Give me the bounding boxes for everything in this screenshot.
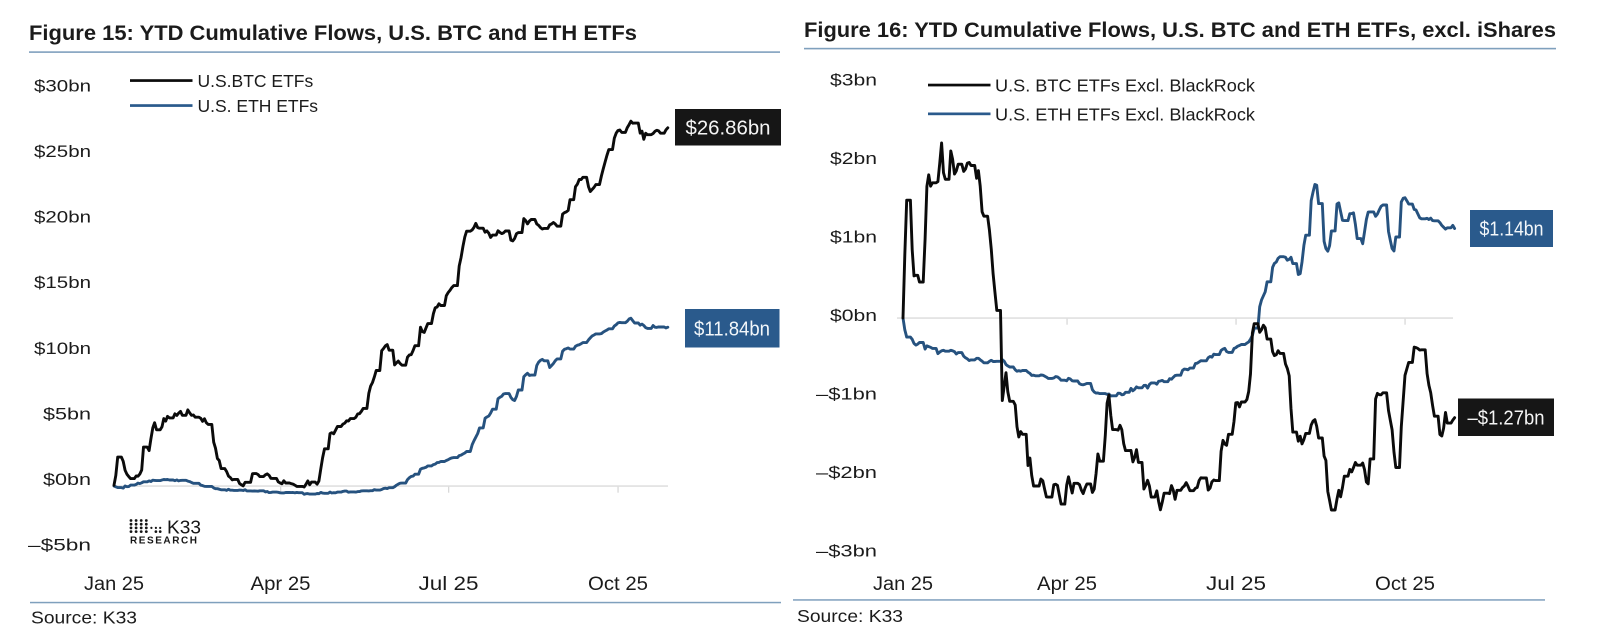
svg-text:–$2bn: –$2bn <box>816 463 877 482</box>
svg-text:Source: K33: Source: K33 <box>31 608 137 628</box>
svg-text:$15bn: $15bn <box>34 273 91 292</box>
svg-text:$3bn: $3bn <box>830 71 877 90</box>
svg-text:Jul 25: Jul 25 <box>419 574 479 595</box>
svg-text:U.S. ETH ETFs Excl. BlackRock: U.S. ETH ETFs Excl. BlackRock <box>995 104 1255 124</box>
svg-text:Jan 25: Jan 25 <box>84 574 144 595</box>
svg-text:$0bn: $0bn <box>43 470 91 489</box>
svg-text:$2bn: $2bn <box>830 149 877 168</box>
svg-text:Apr 25: Apr 25 <box>1037 574 1097 595</box>
svg-text:U.S.BTC ETFs: U.S.BTC ETFs <box>198 71 314 91</box>
svg-text:Oct 25: Oct 25 <box>1375 574 1435 595</box>
svg-text:K33: K33 <box>167 517 201 538</box>
svg-text:Figure 15: YTD Cumulative Flow: Figure 15: YTD Cumulative Flows, U.S. BT… <box>29 22 637 45</box>
svg-text:–$1.27bn: –$1.27bn <box>1468 408 1545 430</box>
svg-text:–$5bn: –$5bn <box>28 536 91 555</box>
svg-text:–$3bn: –$3bn <box>816 542 877 561</box>
svg-text:Source: K33: Source: K33 <box>797 606 903 626</box>
svg-text:–$1bn: –$1bn <box>816 385 877 404</box>
svg-text:$26.86bn: $26.86bn <box>686 118 771 140</box>
svg-text:$25bn: $25bn <box>34 142 91 161</box>
svg-text:Apr 25: Apr 25 <box>251 574 311 595</box>
svg-text:$20bn: $20bn <box>34 208 91 227</box>
svg-text:$0bn: $0bn <box>830 306 877 325</box>
svg-text:$10bn: $10bn <box>34 339 91 358</box>
svg-text:$30bn: $30bn <box>34 76 91 95</box>
svg-text:U.S. ETH ETFs: U.S. ETH ETFs <box>198 96 319 116</box>
svg-text:U.S. BTC ETFs Excl. BlackRock: U.S. BTC ETFs Excl. BlackRock <box>995 76 1255 96</box>
svg-text:Jul 25: Jul 25 <box>1206 574 1266 595</box>
svg-text:RESEARCH: RESEARCH <box>130 536 199 547</box>
svg-text:$1.14bn: $1.14bn <box>1480 219 1544 241</box>
svg-text:Oct 25: Oct 25 <box>588 574 648 595</box>
svg-text:Figure 16: YTD Cumulative Flow: Figure 16: YTD Cumulative Flows, U.S. BT… <box>804 19 1556 42</box>
svg-text:$1bn: $1bn <box>830 228 877 247</box>
svg-text:$11.84bn: $11.84bn <box>694 319 770 341</box>
svg-text:Jan 25: Jan 25 <box>873 574 933 595</box>
svg-text:$5bn: $5bn <box>43 404 91 423</box>
